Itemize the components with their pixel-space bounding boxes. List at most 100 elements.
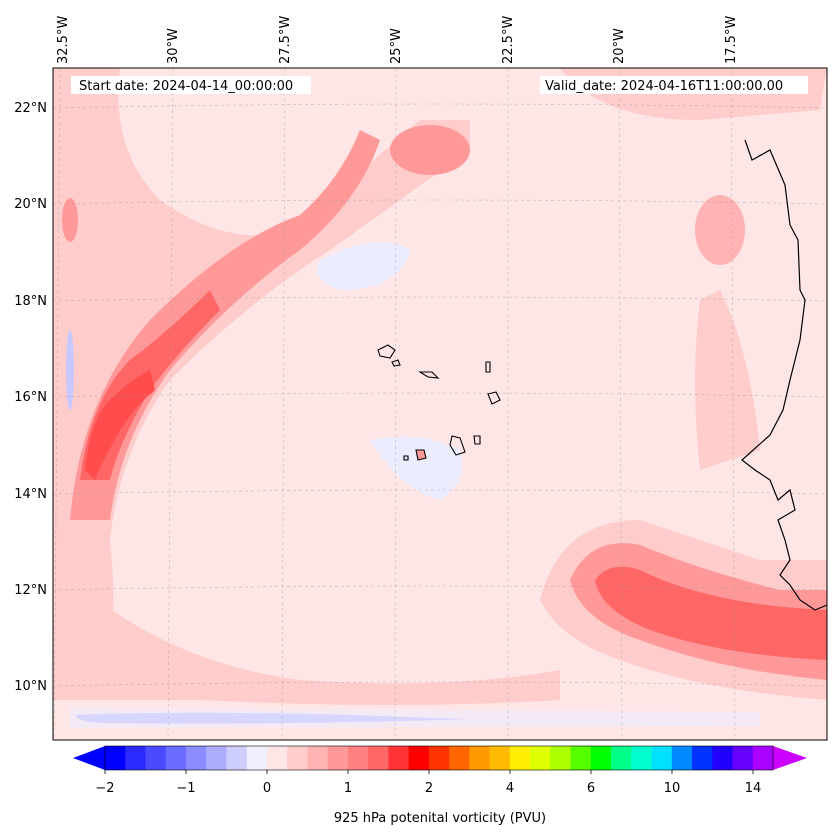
colorbar-segment	[206, 746, 227, 770]
grid-lon-25w	[394, 68, 397, 740]
island-boa-vista	[487, 391, 501, 405]
grid-lat-12n	[53, 585, 827, 591]
colorbar-segment	[611, 746, 632, 770]
grid-lon-32-5w	[53, 68, 61, 740]
lon-label: 20°W	[612, 28, 627, 64]
lon-label: 32.5°W	[56, 16, 71, 64]
grid-lat-14n	[53, 489, 827, 495]
colorbar-segment	[347, 746, 369, 770]
colorbar-frame	[104, 745, 774, 771]
colorbar-segment	[732, 746, 754, 770]
colorbar-segment	[226, 746, 248, 770]
valid-date-label: Valid_date: 2024-04-16T11:00:00.00	[545, 79, 783, 94]
colorbar-ticks	[104, 770, 754, 774]
grid-lon-17-5w	[730, 68, 736, 740]
pv-contour-strong-jet-southeast	[595, 566, 827, 660]
pv-contour-ne-patch	[695, 195, 745, 265]
cb-tick-label: 6	[587, 781, 595, 796]
island-brava	[403, 455, 409, 461]
pv-negative-west-edge	[66, 330, 74, 410]
colorbar-segment	[692, 746, 713, 770]
colorbar-segment	[428, 746, 450, 770]
lon-label: 25°W	[389, 28, 404, 64]
lon-label: 17.5°W	[724, 16, 739, 64]
colorbar-segment	[246, 746, 268, 770]
colorbar-segment	[266, 746, 288, 770]
latitude-labels: 22°N 20°N 18°N 16°N 14°N 12°N 10°N	[14, 101, 47, 694]
grid-lat-18n	[53, 296, 827, 302]
island-sao-nicolau	[418, 371, 440, 379]
map-panel	[53, 68, 827, 740]
grid-lat-16n	[53, 392, 827, 398]
lat-label: 10°N	[14, 679, 47, 694]
lat-label: 14°N	[14, 487, 47, 502]
colorbar: −2 −1 0 1 2 4 6 10 14 925 hPa potenital …	[73, 745, 807, 826]
pv-negative-strip-south-faint	[70, 708, 760, 728]
colorbar-segment	[327, 746, 349, 770]
colorbar-segment	[631, 746, 652, 770]
colorbar-segment	[449, 746, 470, 770]
lat-label: 20°N	[14, 197, 47, 212]
lon-label: 30°W	[166, 28, 181, 64]
lat-label: 12°N	[14, 583, 47, 598]
colorbar-title: 925 hPa potenital vorticity (PVU)	[334, 811, 546, 826]
cb-tick-label: 0	[263, 781, 271, 796]
cb-tick-label: 14	[745, 781, 762, 796]
island-sal	[485, 361, 491, 373]
longitude-labels: 32.5°W 30°W 27.5°W 25°W 22.5°W 20°W 17.5…	[56, 16, 739, 64]
colorbar-segment	[125, 746, 146, 770]
colorbar-segment	[165, 746, 187, 770]
grid-lon-20w	[618, 68, 623, 740]
colorbar-segment	[145, 746, 167, 770]
africa-coastline	[741, 139, 827, 611]
colorbar-segment	[712, 746, 733, 770]
start-date-box	[71, 76, 311, 94]
island-maio	[473, 435, 481, 445]
pv-negative-patch-islands	[370, 436, 463, 500]
cb-tick-label: 2	[425, 781, 433, 796]
cb-tick-label: −2	[95, 781, 114, 796]
colorbar-segments	[105, 746, 774, 770]
colorbar-segment	[287, 746, 308, 770]
plot-frame	[52, 67, 828, 741]
cabo-verde-islands	[377, 344, 501, 461]
island-santo-antao	[377, 344, 396, 359]
colorbar-segment	[509, 746, 531, 770]
cb-tick-label: −1	[176, 781, 195, 796]
cb-tick-label: 4	[506, 781, 514, 796]
colorbar-segment	[368, 746, 389, 770]
colorbar-segment	[530, 746, 551, 770]
colorbar-over-arrow	[773, 746, 807, 770]
island-santiago	[449, 435, 466, 456]
colorbar-under-arrow	[73, 746, 105, 770]
colorbar-segment	[105, 746, 126, 770]
lat-label: 22°N	[14, 101, 47, 116]
colorbar-segment	[489, 746, 511, 770]
cb-tick-label: 1	[344, 781, 352, 796]
colorbar-segment	[671, 746, 693, 770]
lon-label: 27.5°W	[278, 16, 293, 64]
colorbar-segment	[752, 746, 774, 770]
island-fogo	[415, 449, 427, 461]
lat-label: 18°N	[14, 294, 47, 309]
pv-contour-core-arc-west	[85, 370, 155, 480]
pv-contour-south-band	[53, 560, 560, 705]
cb-tick-label: 10	[664, 781, 681, 796]
grid-lon-27-5w	[281, 68, 286, 740]
colorbar-segment	[550, 746, 571, 770]
grid-lat-20n	[53, 199, 827, 205]
lat-label: 16°N	[14, 390, 47, 405]
colorbar-segment	[651, 746, 673, 770]
grid-lat-10n	[53, 681, 827, 687]
island-sao-vicente	[391, 359, 401, 367]
colorbar-tick-labels: −2 −1 0 1 2 4 6 10 14	[95, 781, 761, 796]
graticule	[53, 68, 827, 740]
colorbar-segment	[388, 746, 410, 770]
pv-contour-nw-patch	[390, 125, 470, 175]
grid-lat-22n	[53, 103, 827, 109]
lon-label: 22.5°W	[501, 16, 516, 64]
colorbar-segment	[307, 746, 329, 770]
colorbar-segment	[590, 746, 612, 770]
grid-lon-30w	[167, 68, 174, 740]
